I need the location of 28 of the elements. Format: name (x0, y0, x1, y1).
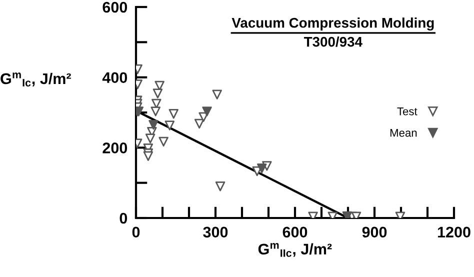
point (150, 106, 160, 116)
point (152, 88, 163, 98)
legend-label: Mean (390, 129, 417, 137)
x-tick-label: 900 (362, 226, 387, 238)
y-tick-label: 0 (120, 212, 128, 224)
y-axis-title: G$^{m}$$_{Ic}$, J/m² (0, 72, 71, 86)
point (194, 118, 204, 129)
point (202, 106, 212, 116)
point (168, 109, 178, 119)
x-tick-label: 1200 (438, 226, 470, 238)
text: Vacuum Compression Molding (232, 18, 434, 31)
text: T300/934 (304, 36, 362, 47)
point (158, 136, 168, 147)
point (145, 134, 156, 144)
point (164, 120, 175, 130)
point (212, 90, 222, 100)
y-tick-label: 600 (102, 2, 128, 13)
legend-label: Test (397, 108, 418, 116)
x-tick-label: 600 (282, 226, 308, 238)
point (148, 120, 158, 130)
x-axis-title: G$^{m}$$_{IIc}$, J/m² (258, 242, 332, 257)
y-tick-label: 200 (102, 142, 128, 154)
point (257, 164, 267, 174)
point (143, 151, 154, 161)
x-tick-label: 0 (132, 226, 140, 238)
x-tick-label: 300 (203, 226, 228, 238)
y-tick-label: 400 (102, 72, 128, 84)
point (215, 181, 226, 192)
